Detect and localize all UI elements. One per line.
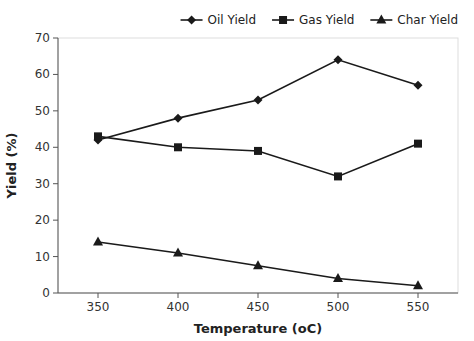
x-tick <box>258 293 259 298</box>
legend-marker <box>187 16 196 25</box>
point <box>253 260 263 269</box>
point <box>254 147 262 155</box>
series-line <box>98 136 418 176</box>
plot-area <box>93 55 423 289</box>
point <box>174 114 183 123</box>
legend-marker <box>279 16 287 24</box>
chart: 350 400 450 500 550 0 10 20 30 40 50 60 70 Temperatur… <box>0 0 474 341</box>
point <box>334 55 343 64</box>
point <box>93 237 103 246</box>
x-tick <box>418 293 419 298</box>
point <box>414 81 423 90</box>
x-tick <box>178 293 179 298</box>
legend-marker <box>376 15 386 24</box>
point <box>413 280 423 289</box>
x-tick-label: 350 <box>87 300 110 314</box>
y-tick <box>53 147 58 148</box>
x-axis-label: Temperature (oC) <box>194 321 322 336</box>
x-tick-label: 450 <box>247 300 270 314</box>
x-tick <box>98 293 99 298</box>
series-line <box>98 242 418 286</box>
x-tick-label: 550 <box>407 300 430 314</box>
legend-item: Gas Yield <box>272 13 354 27</box>
y-tick <box>53 38 58 39</box>
x-tick-label: 500 <box>327 300 350 314</box>
y-tick-label: 0 <box>42 286 50 300</box>
legend-item: Oil Yield <box>181 13 257 27</box>
y-tick <box>53 110 58 111</box>
x-tick <box>338 293 339 298</box>
point <box>333 273 343 282</box>
point <box>334 172 342 180</box>
legend-label: Char Yield <box>397 13 458 27</box>
y-axis-line <box>58 38 59 293</box>
x-tick-label: 400 <box>167 300 190 314</box>
legend-label: Oil Yield <box>208 13 257 27</box>
point <box>173 247 183 256</box>
y-tick-label: 40 <box>35 140 50 154</box>
point <box>254 95 263 104</box>
legend-item: Char Yield <box>370 13 458 27</box>
y-tick <box>53 256 58 257</box>
y-tick-label: 10 <box>35 250 50 264</box>
y-tick <box>53 220 58 221</box>
point <box>174 143 182 151</box>
y-tick-label: 70 <box>35 31 50 45</box>
legend: Oil Yield Gas Yield Char Yield <box>181 13 458 27</box>
point <box>414 140 422 148</box>
y-tick <box>53 293 58 294</box>
y-tick-label: 50 <box>35 104 50 118</box>
y-tick-label: 60 <box>35 67 50 81</box>
y-axis-label: Yield (%) <box>4 133 19 200</box>
y-tick-label: 20 <box>35 213 50 227</box>
legend-label: Gas Yield <box>299 13 354 27</box>
plot-frame <box>58 38 458 293</box>
y-tick <box>53 74 58 75</box>
y-tick-label: 30 <box>35 177 50 191</box>
point <box>94 132 102 140</box>
y-tick <box>53 183 58 184</box>
series-line <box>98 60 418 140</box>
